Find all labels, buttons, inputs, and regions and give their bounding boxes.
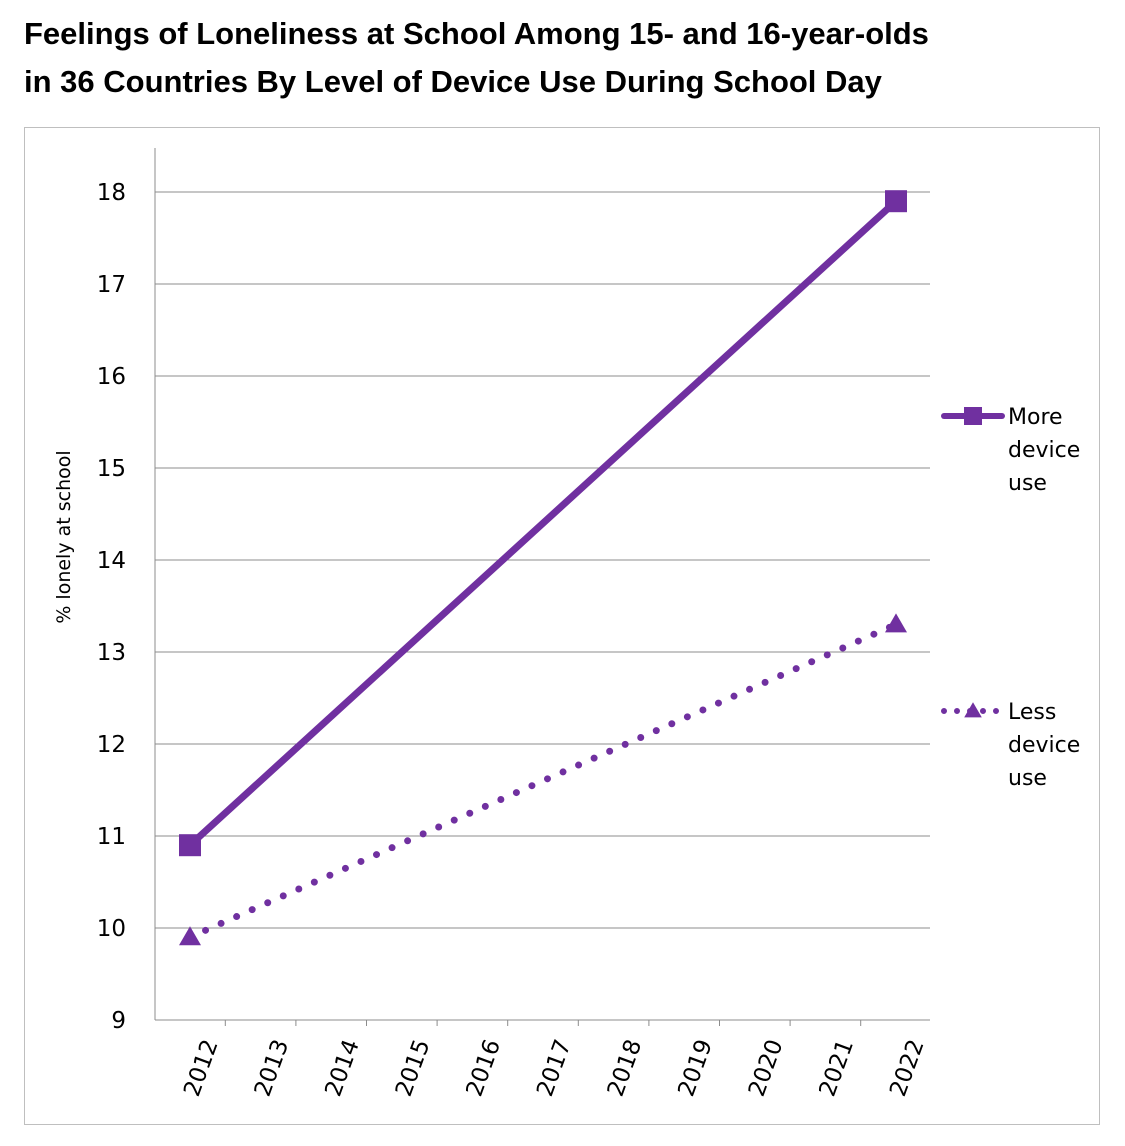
- y-tick-label: 13: [97, 640, 126, 666]
- x-tick-label: 2013: [250, 1036, 294, 1100]
- series-line-less-device-use: [186, 620, 900, 941]
- series-line-more-device-use: [186, 197, 900, 849]
- y-tick-labels: 9 10 11 12 13 14 15 16 17 18: [97, 180, 126, 1034]
- x-tick-label: 2019: [673, 1036, 717, 1100]
- gridlines: [155, 191, 930, 929]
- y-tick-label: 9: [111, 1008, 126, 1034]
- data-point-less-device-use: [179, 926, 201, 946]
- x-tick-label: 2021: [815, 1036, 859, 1100]
- x-tick-label: 2015: [391, 1036, 435, 1100]
- y-axis-label: % lonely at school: [53, 450, 75, 623]
- legend-swatch-marker: [964, 702, 982, 718]
- data-point-less-device-use: [885, 613, 907, 633]
- legend-label: use: [1008, 471, 1047, 496]
- legend-swatch-marker: [964, 407, 982, 425]
- y-tick-label: 14: [97, 548, 126, 574]
- y-tick-label: 18: [97, 180, 126, 206]
- data-point-more-device-use: [179, 834, 201, 857]
- chart-frame: [24, 127, 1100, 1125]
- x-tick-label: 2018: [603, 1036, 647, 1100]
- series-lines: [179, 190, 907, 946]
- x-tick-label: 2014: [320, 1036, 364, 1100]
- y-tick-label: 17: [97, 272, 126, 298]
- legend-label: use: [1008, 766, 1047, 791]
- legend-item-more-device-use: More device use: [941, 405, 1080, 496]
- legend-label: More: [1008, 405, 1063, 430]
- legend-label: device: [1008, 438, 1080, 463]
- x-tick-label: 2012: [179, 1036, 223, 1100]
- chart-title-line-2: in 36 Countries By Level of Device Use D…: [24, 64, 882, 99]
- axes: [154, 148, 930, 1026]
- legend-label: Less: [1008, 700, 1056, 725]
- x-tick-label: 2022: [885, 1036, 929, 1100]
- x-tick-labels: 2012 2013 2014 2015 2016 2017 2018 2019 2020 2021…: [179, 1036, 929, 1100]
- legend: More device use Less device use: [941, 405, 1080, 791]
- y-tick-label: 12: [97, 732, 126, 758]
- y-tick-label: 16: [97, 364, 126, 390]
- legend-item-less-device-use: Less device use: [941, 700, 1080, 791]
- chart-title-line-1: Feelings of Loneliness at School Among 1…: [24, 16, 929, 51]
- legend-label: device: [1008, 733, 1080, 758]
- y-tick-label: 11: [97, 824, 126, 850]
- chart-title: Feelings of Loneliness at School Among 1…: [24, 10, 1104, 106]
- x-tick-label: 2016: [462, 1036, 506, 1100]
- y-tick-label: 15: [97, 456, 126, 482]
- x-tick-label: 2020: [744, 1036, 788, 1100]
- data-point-more-device-use: [885, 190, 907, 213]
- x-tick-label: 2017: [532, 1036, 576, 1100]
- y-tick-label: 10: [97, 916, 126, 942]
